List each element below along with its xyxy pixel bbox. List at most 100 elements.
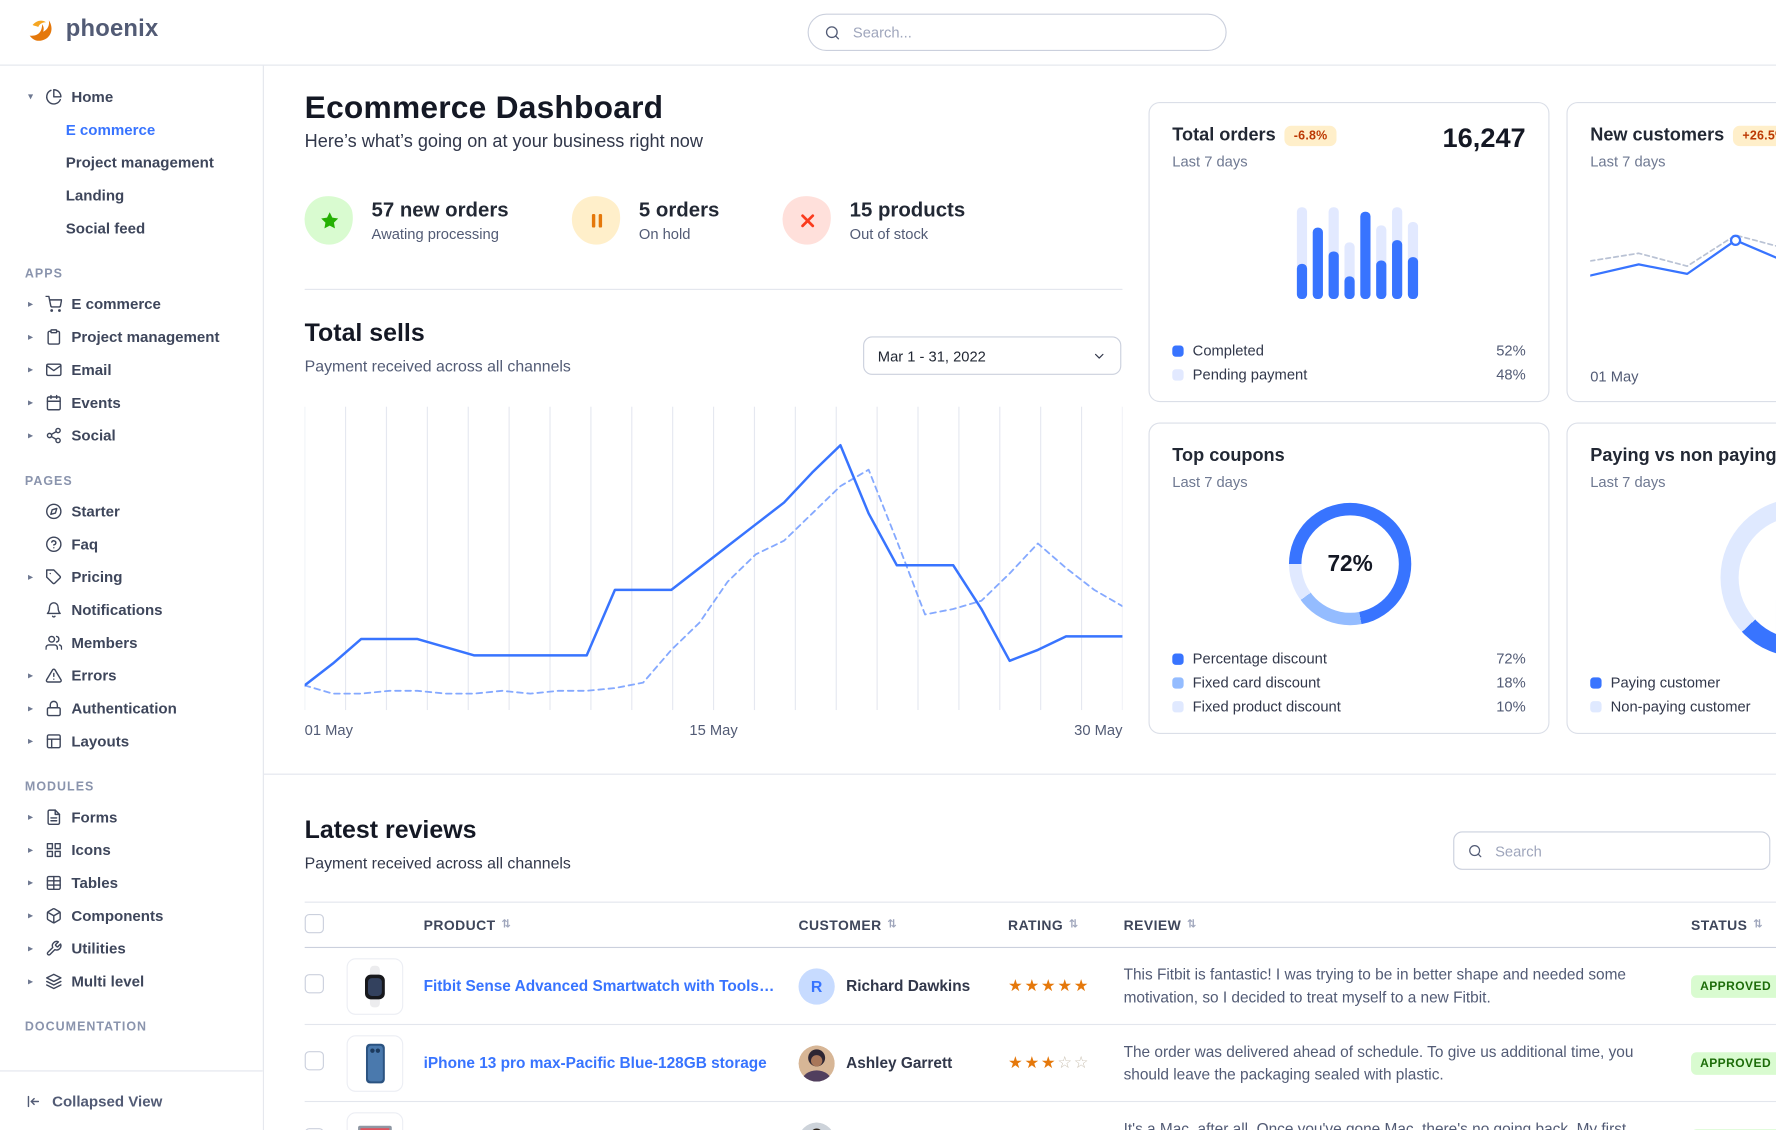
paying-donut-chart: [1720, 498, 1776, 657]
total-orders-card: Total orders -6.8% Last 7 days 16,247 Co…: [1148, 101, 1550, 403]
legend-item-pending-payment: Pending payment 48%: [1172, 366, 1526, 383]
sidebar-item-starter[interactable]: Starter: [11, 495, 251, 528]
reviews-search-input[interactable]: [1492, 840, 1756, 861]
row-checkbox[interactable]: [304, 1050, 324, 1070]
sidebar-item-utilities[interactable]: ▸ Utilities: [11, 932, 251, 965]
product-link[interactable]: iPhone 13 pro max-Pacific Blue-128GB sto…: [423, 1054, 767, 1072]
sidebar: ▾ Home E commerce Project management Landing…: [0, 64, 264, 1130]
sidebar-item-e-commerce[interactable]: ▸ E commerce: [11, 288, 251, 321]
total-sells-chart: 01 May 15 May 30 May: [304, 406, 1123, 738]
column-header-status[interactable]: STATUS ⇅: [1691, 916, 1764, 933]
help-circle-icon: [45, 536, 62, 553]
card-period: Last 7 days: [1172, 473, 1248, 491]
sidebar-item-layouts[interactable]: ▸ Layouts: [11, 725, 251, 758]
coupons-donut-chart: 72%: [1288, 502, 1412, 626]
legend-swatch: [1172, 700, 1184, 712]
product-link[interactable]: Fitbit Sense Advanced Smartwatch with To…: [423, 977, 791, 995]
column-header-customer[interactable]: CUSTOMER ⇅: [798, 916, 898, 933]
stat-on-hold: 5 orders On hold: [568, 192, 719, 249]
caret-down-icon: ▾: [28, 90, 34, 102]
sidebar-section-label-modules: MODULES: [24, 780, 95, 794]
order-bar: [1407, 221, 1419, 300]
column-header-product[interactable]: PRODUCT ⇅: [423, 916, 512, 933]
sidebar-subitem-landing[interactable]: Landing: [65, 186, 125, 204]
collapse-left-icon: [25, 1092, 42, 1109]
donut-center-value: 72%: [1327, 551, 1373, 576]
latest-reviews-section: Latest reviews Payment received across a…: [264, 775, 1776, 1130]
search-icon: [1468, 843, 1483, 858]
rating-stars: ★★★★★: [1008, 976, 1091, 996]
pause-icon: [568, 192, 625, 249]
layers-icon: [45, 973, 62, 990]
sidebar-item-social[interactable]: ▸ Social: [11, 419, 251, 452]
sidebar-item-tables[interactable]: ▸ Tables: [11, 866, 251, 899]
sidebar-item-project-management[interactable]: ▸ Project management: [11, 321, 251, 354]
sidebar-section-label-documentation: DOCUMENTATION: [24, 1020, 148, 1035]
share-icon: [45, 427, 62, 444]
sidebar-item-components[interactable]: ▸ Components: [11, 899, 251, 932]
caret-right-icon: ▸: [28, 975, 34, 987]
product-image[interactable]: [346, 1111, 404, 1130]
sort-icon: ⇅: [501, 918, 512, 932]
caret-right-icon: ▸: [28, 843, 34, 856]
card-title: Top coupons: [1172, 446, 1285, 466]
reviews-search[interactable]: [1453, 831, 1771, 870]
column-header-review[interactable]: REVIEW ⇅: [1123, 916, 1197, 933]
top-coupons-card: Top coupons Last 7 days 72% Percentage d…: [1148, 422, 1550, 734]
sidebar-item-errors[interactable]: ▸ Errors: [11, 659, 251, 692]
sidebar-item-email[interactable]: ▸ Email: [11, 353, 251, 386]
caret-right-icon: ▸: [28, 363, 34, 375]
collapse-sidebar-button[interactable]: Collapsed View: [0, 1070, 263, 1130]
sidebar-item-icons[interactable]: ▸ Icons: [11, 834, 251, 867]
brand-logo[interactable]: phoenix: [25, 14, 159, 45]
sidebar-item-multi-level[interactable]: ▸ Multi level: [11, 965, 251, 998]
bell-icon: [45, 601, 62, 618]
global-search-input[interactable]: [850, 22, 1210, 42]
avatar: R: [798, 967, 835, 1005]
table-header-row: PRODUCT ⇅ CUSTOMER ⇅ RATING ⇅ REVIEW ⇅ STATUS ⇅: [304, 901, 1776, 949]
customer-cell: R Richard Dawkins: [798, 967, 1009, 1005]
sidebar-item-notifications[interactable]: Notifications: [11, 594, 251, 627]
sidebar-subitem-e-commerce[interactable]: E commerce: [65, 121, 156, 139]
order-bar: [1360, 211, 1371, 300]
product-image[interactable]: [346, 1034, 404, 1092]
legend-swatch: [1172, 676, 1184, 689]
legend-item-fixed-card-discount: Fixed card discount 18%: [1172, 674, 1526, 691]
sidebar-item-faq[interactable]: Faq: [11, 528, 251, 561]
paying-legend: Paying customer Non-paying customer: [1590, 667, 1776, 715]
pie-chart-icon: [45, 88, 62, 105]
order-bar: [1328, 207, 1339, 300]
global-search[interactable]: [807, 13, 1227, 51]
sidebar-subitem-project-management[interactable]: Project management: [65, 154, 214, 172]
stat-out-of-stock: 15 products Out of stock: [778, 192, 966, 249]
new-customers-chart-svg: [1590, 234, 1776, 277]
clipboard-icon: [45, 328, 62, 345]
review-text: This Fitbit is fantastic! I was trying t…: [1123, 965, 1626, 1006]
customer-name: Ashley Garrett: [846, 1054, 953, 1072]
sidebar-item-pricing[interactable]: ▸ Pricing: [11, 561, 251, 594]
stat-awating-processing: 57 new orders Awating processing: [300, 192, 509, 249]
sidebar-item-forms[interactable]: ▸ Forms: [11, 801, 251, 834]
paying-vs-non-paying-card: Paying vs non paying Last 7 days Paying …: [1566, 422, 1776, 734]
stat-value: 15 products: [849, 198, 966, 221]
product-image[interactable]: [346, 957, 404, 1015]
select-all-checkbox[interactable]: [304, 913, 324, 933]
sidebar-item-members[interactable]: Members: [11, 626, 251, 659]
date-range-select[interactable]: Mar 1 - 31, 2022: [863, 336, 1122, 375]
sidebar-item-events[interactable]: ▸ Events: [11, 386, 251, 419]
calendar-icon: [45, 394, 62, 411]
sort-icon: ⇅: [887, 918, 898, 932]
sort-icon: ⇅: [1753, 918, 1764, 932]
main-content: Ecommerce Dashboard Here’s what’s going …: [263, 65, 1776, 1130]
sidebar-item-authentication[interactable]: ▸ Authentication: [11, 692, 251, 725]
stat-label: Awating processing: [371, 225, 499, 243]
column-header-rating[interactable]: RATING ⇅: [1008, 916, 1079, 933]
sidebar-item-home[interactable]: ▾ Home: [11, 80, 251, 113]
table-row: iPhone 13 pro max-Pacific Blue-128GB sto…: [304, 1025, 1776, 1103]
users-icon: [45, 634, 62, 651]
legend-item-non-paying-customer: Non-paying customer: [1590, 698, 1776, 715]
row-checkbox[interactable]: [304, 973, 324, 993]
sidebar-subitem-social-feed[interactable]: Social feed: [65, 219, 146, 237]
caret-right-icon: ▸: [28, 429, 34, 441]
